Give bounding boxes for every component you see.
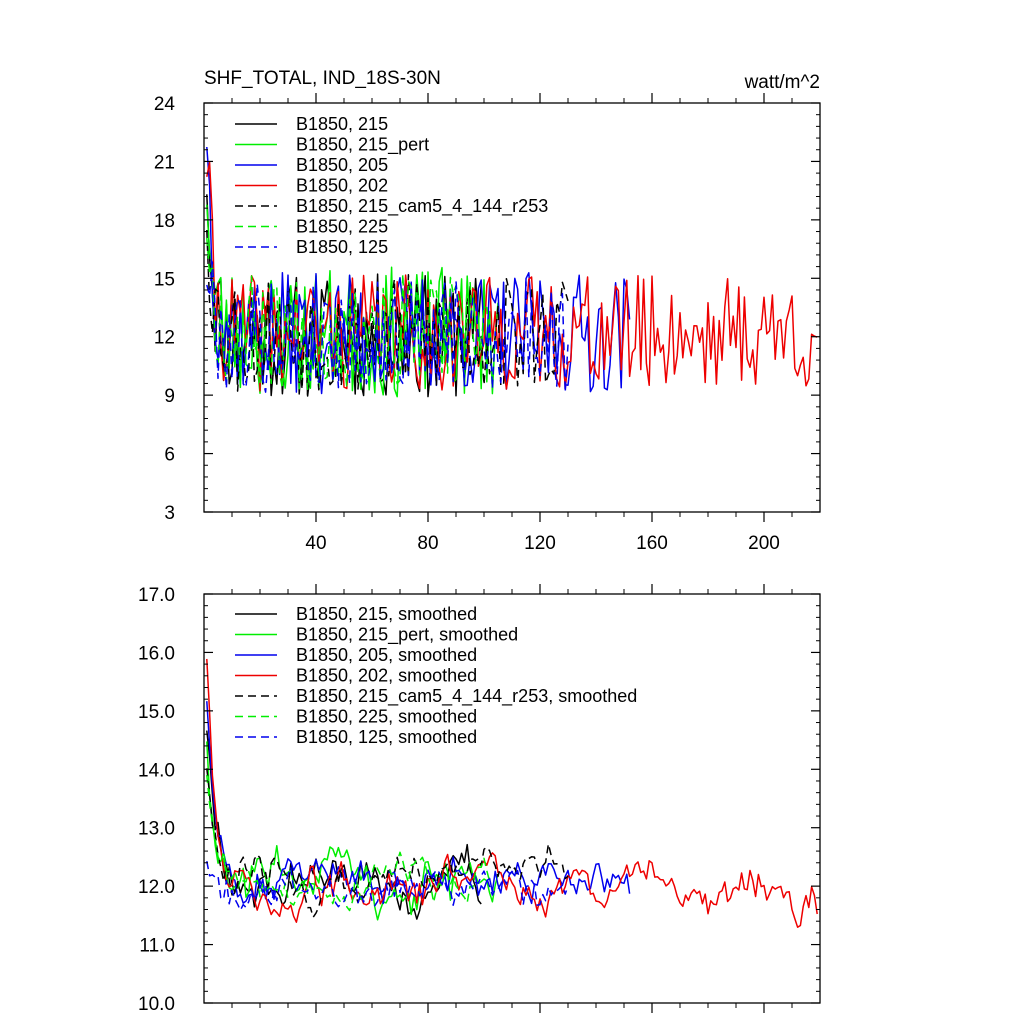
series-line-6	[206, 774, 491, 912]
y-tick-label: 10.0	[138, 994, 175, 1015]
series-line-2	[206, 741, 499, 921]
legend-label: B1850, 215_pert	[296, 135, 429, 156]
y-tick-label: 15.0	[138, 702, 175, 723]
series-line-5	[206, 229, 569, 396]
y-tick-label: 3	[164, 503, 175, 524]
y-tick-label: 15	[154, 269, 175, 290]
y-tick-label: 9	[164, 386, 175, 407]
legend-label: B1850, 202, smoothed	[296, 666, 477, 686]
series-line-1	[206, 730, 482, 920]
y-tick-label: 6	[164, 445, 175, 466]
top-panel: SHF_TOTAL, IND_18S-30N watt/m^2 3 6 9 12 15 1…	[154, 68, 821, 554]
series-line-7	[206, 261, 569, 394]
y-tick-label: 18	[154, 211, 175, 232]
series-line-3	[206, 146, 631, 395]
x-tick-label: 40	[305, 533, 326, 554]
chart-title: SHF_TOTAL, IND_18S-30N	[204, 68, 441, 89]
legend-label: B1850, 215_cam5_4_144_r253, smoothed	[296, 686, 637, 707]
series-line-6	[206, 237, 491, 391]
legend-label: B1850, 215_pert, smoothed	[296, 625, 518, 646]
y-tick-label: 17.0	[138, 585, 175, 606]
series-group	[206, 146, 818, 398]
y-tick-label: 14.0	[138, 760, 175, 781]
x-tick-label: 120	[524, 533, 556, 554]
series-line-4	[206, 658, 818, 928]
series-group	[206, 658, 818, 928]
y-tick-label: 16.0	[138, 643, 175, 664]
legend-label: B1850, 205, smoothed	[296, 645, 477, 665]
legend-label: B1850, 215, smoothed	[296, 604, 477, 624]
x-tick-label: 160	[636, 533, 668, 554]
y-tick-label: 12	[154, 328, 175, 349]
axis-ticks: 3 6 9 12 15 18 21 24 40 80 120 160 200	[154, 93, 820, 554]
units-label: watt/m^2	[744, 72, 820, 93]
axis-ticks: 10.0 11.0 12.0 13.0 14.0 15.0 16.0 17.0	[138, 584, 820, 1015]
y-tick-label: 21	[154, 152, 175, 173]
legend-label: B1850, 202	[296, 176, 388, 196]
y-tick-label: 11.0	[139, 936, 175, 957]
legend-label: B1850, 125, smoothed	[296, 727, 477, 747]
legend-label: B1850, 125	[296, 237, 388, 257]
x-tick-label: 200	[748, 533, 780, 554]
legend-label: B1850, 215	[296, 114, 388, 134]
series-line-4	[206, 161, 818, 392]
legend-label: B1850, 205	[296, 155, 388, 175]
series-line-5	[206, 768, 569, 918]
x-tick-label: 80	[417, 533, 438, 554]
legend-label: B1850, 215_cam5_4_144_r253	[296, 196, 548, 217]
series-line-7	[206, 861, 569, 912]
y-tick-label: 24	[154, 94, 176, 115]
y-tick-label: 12.0	[138, 877, 175, 898]
y-tick-label: 13.0	[138, 819, 175, 840]
bottom-panel: 10.0 11.0 12.0 13.0 14.0 15.0 16.0 17.0 B1850, …	[138, 584, 821, 1015]
legend-label: B1850, 225	[296, 217, 388, 237]
legend-label: B1850, 225, smoothed	[296, 707, 477, 727]
